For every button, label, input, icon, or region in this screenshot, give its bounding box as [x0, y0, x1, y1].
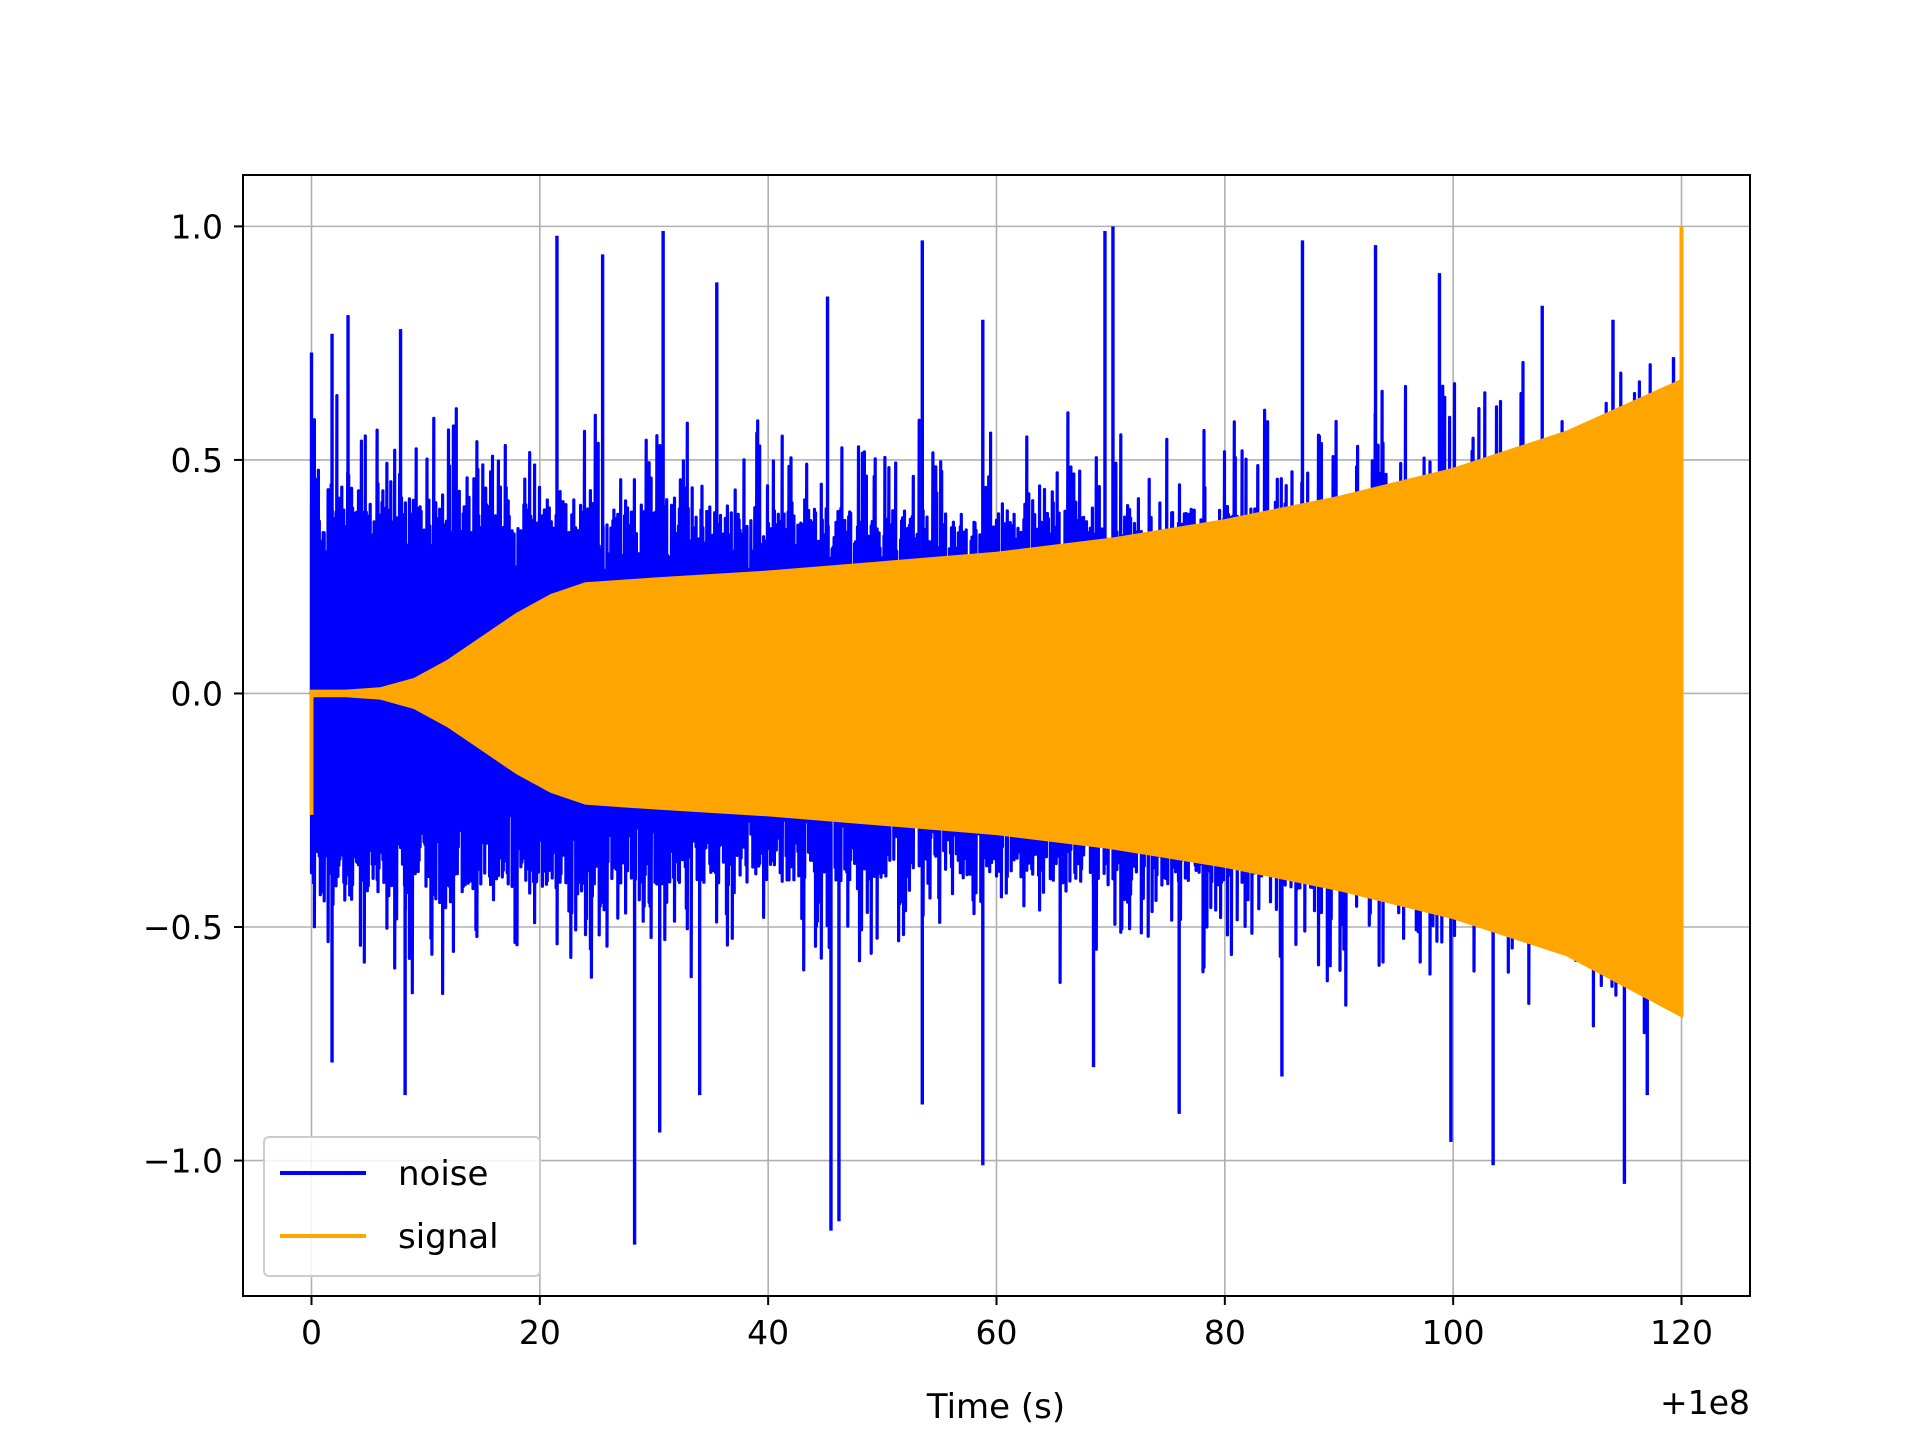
x-tick-label: 60 — [976, 1313, 1018, 1352]
ticks: 0 20 40 60 80 100 120 −1.0 −0.5 0.0 0.5 1.0 — [143, 207, 1713, 1352]
x-axis-offset-label: +1e8 — [1660, 1383, 1750, 1422]
legend: noise signal — [263, 1136, 541, 1277]
x-axis-label: Time (s) — [926, 1387, 1065, 1427]
x-tick-label: 80 — [1204, 1313, 1246, 1352]
legend-noise-label: noise — [398, 1154, 488, 1194]
data-layer — [309, 226, 1684, 1245]
legend-signal-label: signal — [398, 1217, 499, 1257]
y-tick-label: −0.5 — [143, 908, 223, 947]
x-tick-label: 40 — [747, 1313, 789, 1352]
x-tick-label: 0 — [301, 1313, 322, 1352]
y-tick-label: 0.0 — [171, 674, 223, 713]
x-tick-label: 120 — [1650, 1313, 1713, 1352]
y-tick-label: 1.0 — [171, 207, 223, 246]
x-tick-label: 100 — [1422, 1313, 1485, 1352]
y-tick-label: −1.0 — [143, 1142, 223, 1181]
y-tick-label: 0.5 — [171, 441, 223, 480]
x-tick-label: 20 — [519, 1313, 561, 1352]
